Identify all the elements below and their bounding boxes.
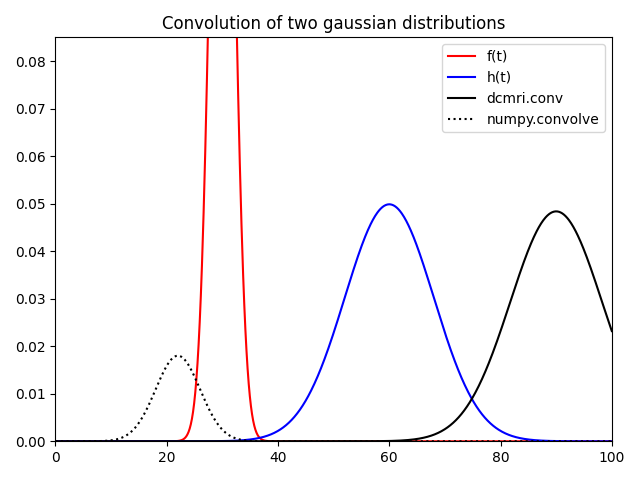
numpy.convolve bbox=[277, 438, 285, 444]
numpy.convolve bbox=[486, 438, 493, 444]
h(t) bbox=[52, 438, 60, 444]
dcmri.conv bbox=[552, 208, 560, 214]
f(t) bbox=[52, 438, 60, 444]
h(t) bbox=[385, 202, 393, 207]
numpy.convolve bbox=[108, 437, 116, 443]
numpy.convolve bbox=[496, 438, 504, 444]
dcmri.conv bbox=[297, 438, 305, 444]
Legend: f(t), h(t), dcmri.conv, numpy.convolve: f(t), h(t), dcmri.conv, numpy.convolve bbox=[442, 44, 605, 132]
f(t) bbox=[297, 438, 305, 444]
numpy.convolve bbox=[434, 438, 442, 444]
numpy.convolve bbox=[608, 438, 616, 444]
f(t) bbox=[277, 438, 285, 444]
f(t) bbox=[108, 438, 116, 444]
dcmri.conv bbox=[495, 332, 503, 337]
f(t) bbox=[496, 438, 504, 444]
h(t) bbox=[496, 428, 504, 433]
dcmri.conv bbox=[434, 430, 442, 436]
h(t) bbox=[108, 438, 116, 444]
numpy.convolve bbox=[297, 438, 305, 444]
h(t) bbox=[486, 420, 493, 426]
Line: f(t): f(t) bbox=[56, 0, 612, 441]
h(t) bbox=[276, 426, 284, 432]
dcmri.conv bbox=[608, 328, 616, 334]
h(t) bbox=[434, 309, 442, 314]
h(t) bbox=[297, 406, 305, 412]
Title: Convolution of two gaussian distributions: Convolution of two gaussian distribution… bbox=[162, 15, 506, 33]
dcmri.conv bbox=[486, 359, 493, 365]
dcmri.conv bbox=[276, 438, 284, 444]
f(t) bbox=[486, 438, 493, 444]
numpy.convolve bbox=[52, 438, 60, 444]
dcmri.conv bbox=[52, 438, 60, 444]
f(t) bbox=[608, 438, 616, 444]
dcmri.conv bbox=[108, 438, 116, 444]
f(t) bbox=[434, 438, 442, 444]
numpy.convolve bbox=[174, 353, 182, 359]
h(t) bbox=[608, 438, 616, 444]
Line: dcmri.conv: dcmri.conv bbox=[56, 211, 612, 441]
Line: numpy.convolve: numpy.convolve bbox=[56, 356, 612, 441]
Line: h(t): h(t) bbox=[56, 204, 612, 441]
